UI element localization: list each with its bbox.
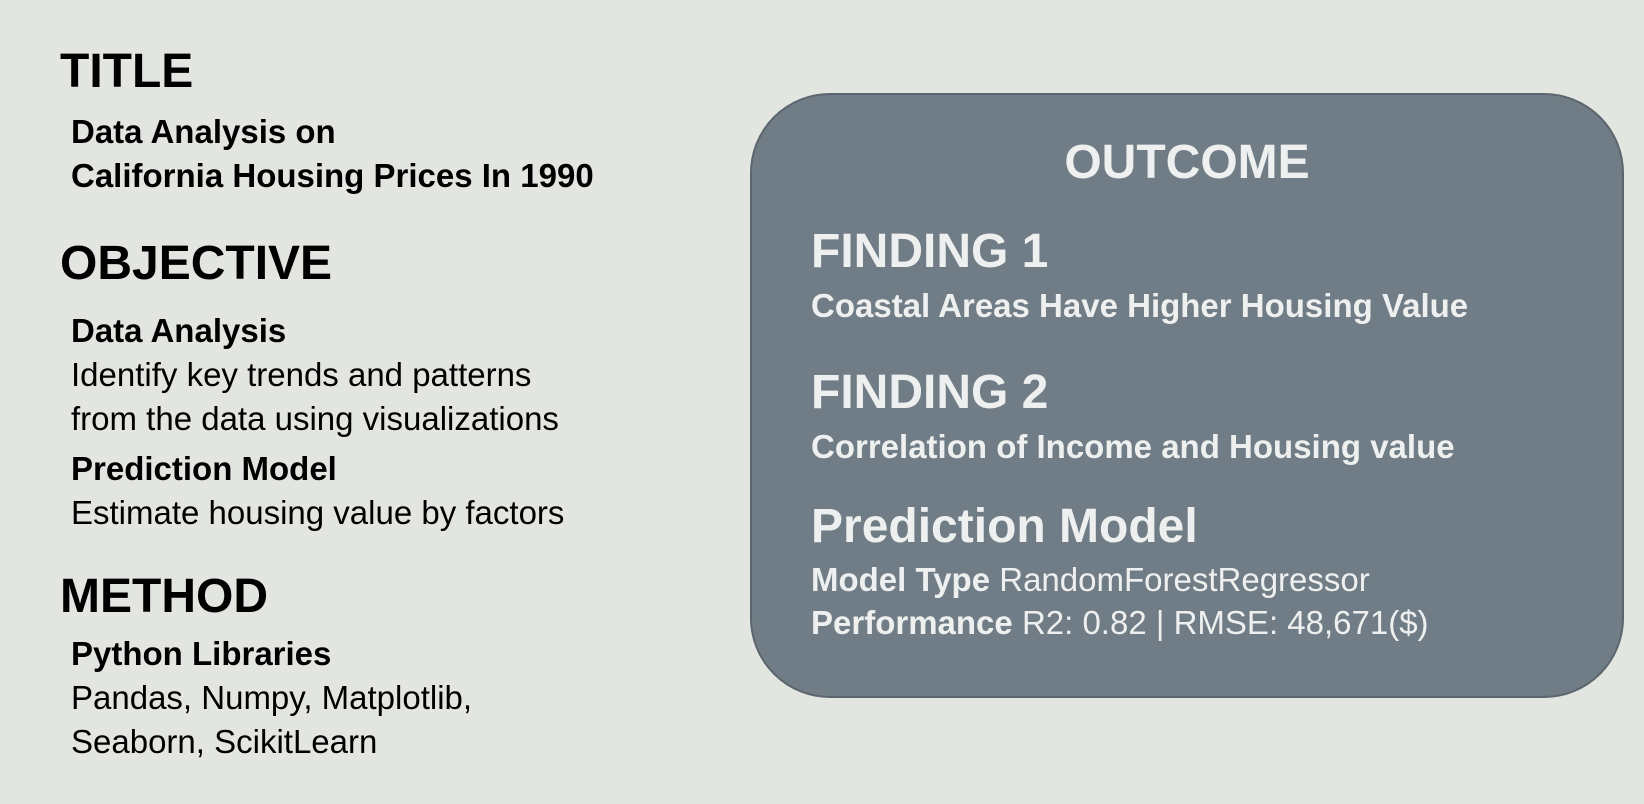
objective-block-2: Prediction Model Estimate housing value … [71,447,564,535]
performance-line: Performance R2: 0.82 | RMSE: 48,671($) [811,606,1429,639]
method-item-line-2: Seaborn, ScikitLearn [71,723,378,760]
model-type-line: Model Type RandomForestRegressor [811,563,1370,596]
outcome-heading: OUTCOME [1064,136,1310,189]
method-heading: METHOD [60,570,268,623]
performance-label: Performance [811,604,1013,641]
title-heading: TITLE [60,45,194,98]
method-item-line-1: Pandas, Numpy, Matplotlib, [71,679,473,716]
method-block: Python Libraries Pandas, Numpy, Matplotl… [71,632,472,764]
title-block: Data Analysis on California Housing Pric… [71,110,594,198]
finding-1-text: Coastal Areas Have Higher Housing Value [811,287,1469,324]
finding-2-heading: FINDING 2 [811,366,1049,419]
model-heading: Prediction Model [811,500,1198,553]
title-line-1: Data Analysis on [71,113,336,150]
objective-item-2-line-1: Estimate housing value by factors [71,494,565,531]
objective-item-2-title: Prediction Model [71,450,337,487]
finding-2-text: Correlation of Income and Housing value [811,428,1455,465]
performance-value: R2: 0.82 | RMSE: 48,671($) [1021,604,1429,641]
title-line-2: California Housing Prices In 1990 [71,157,594,194]
finding-1-heading: FINDING 1 [811,225,1049,278]
model-type-value: RandomForestRegressor [999,561,1370,598]
objective-item-1-line-2: from the data using visualizations [71,400,559,437]
objective-item-1-title: Data Analysis [71,312,287,349]
outcome-card: OUTCOME FINDING 1 Coastal Areas Have Hig… [750,93,1624,698]
objective-heading: OBJECTIVE [60,237,333,290]
objective-block: Data Analysis Identify key trends and pa… [71,309,559,441]
objective-item-1-line-1: Identify key trends and patterns [71,356,532,393]
method-item-title: Python Libraries [71,635,332,672]
model-type-label: Model Type [811,561,991,598]
